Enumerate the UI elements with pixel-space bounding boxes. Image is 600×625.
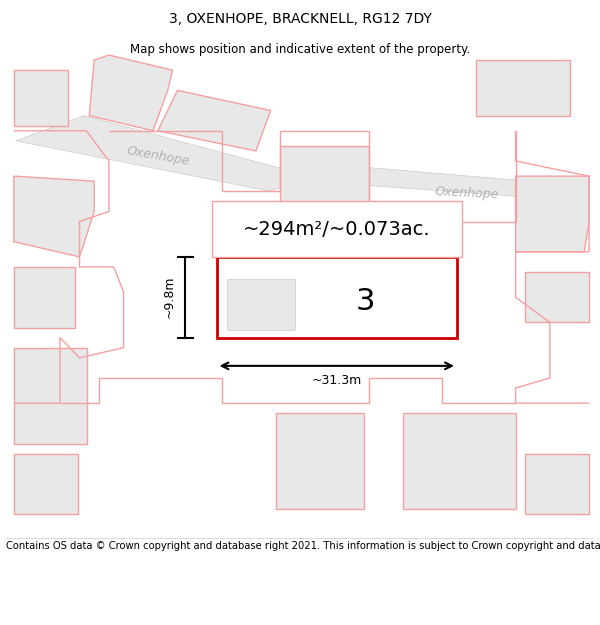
Text: Oxenhope: Oxenhope (434, 185, 499, 201)
Bar (14, 70, 68, 126)
Polygon shape (14, 176, 94, 257)
Polygon shape (89, 55, 173, 131)
Text: 3, OXENHOPE, BRACKNELL, RG12 7DY: 3, OXENHOPE, BRACKNELL, RG12 7DY (169, 12, 431, 26)
Polygon shape (158, 91, 271, 151)
Polygon shape (310, 163, 589, 201)
Text: ~9.8m: ~9.8m (163, 276, 176, 319)
Bar (217, 257, 457, 338)
Polygon shape (515, 176, 589, 252)
Bar (275, 413, 364, 509)
Bar (14, 267, 74, 328)
Bar (14, 348, 88, 444)
Text: 3: 3 (356, 287, 376, 316)
Bar (526, 454, 589, 514)
Text: ~31.3m: ~31.3m (311, 374, 362, 387)
Bar (403, 413, 515, 509)
Text: Map shows position and indicative extent of the property.: Map shows position and indicative extent… (130, 44, 470, 56)
Text: ~294m²/~0.073ac.: ~294m²/~0.073ac. (243, 219, 431, 239)
Text: Contains OS data © Crown copyright and database right 2021. This information is : Contains OS data © Crown copyright and d… (6, 541, 600, 551)
Bar (526, 272, 589, 322)
Bar (212, 201, 462, 257)
Bar (227, 279, 295, 329)
Bar (14, 454, 77, 514)
Bar (280, 146, 368, 221)
Bar (476, 60, 569, 116)
Text: Oxenhope: Oxenhope (125, 144, 191, 168)
Polygon shape (16, 116, 310, 191)
